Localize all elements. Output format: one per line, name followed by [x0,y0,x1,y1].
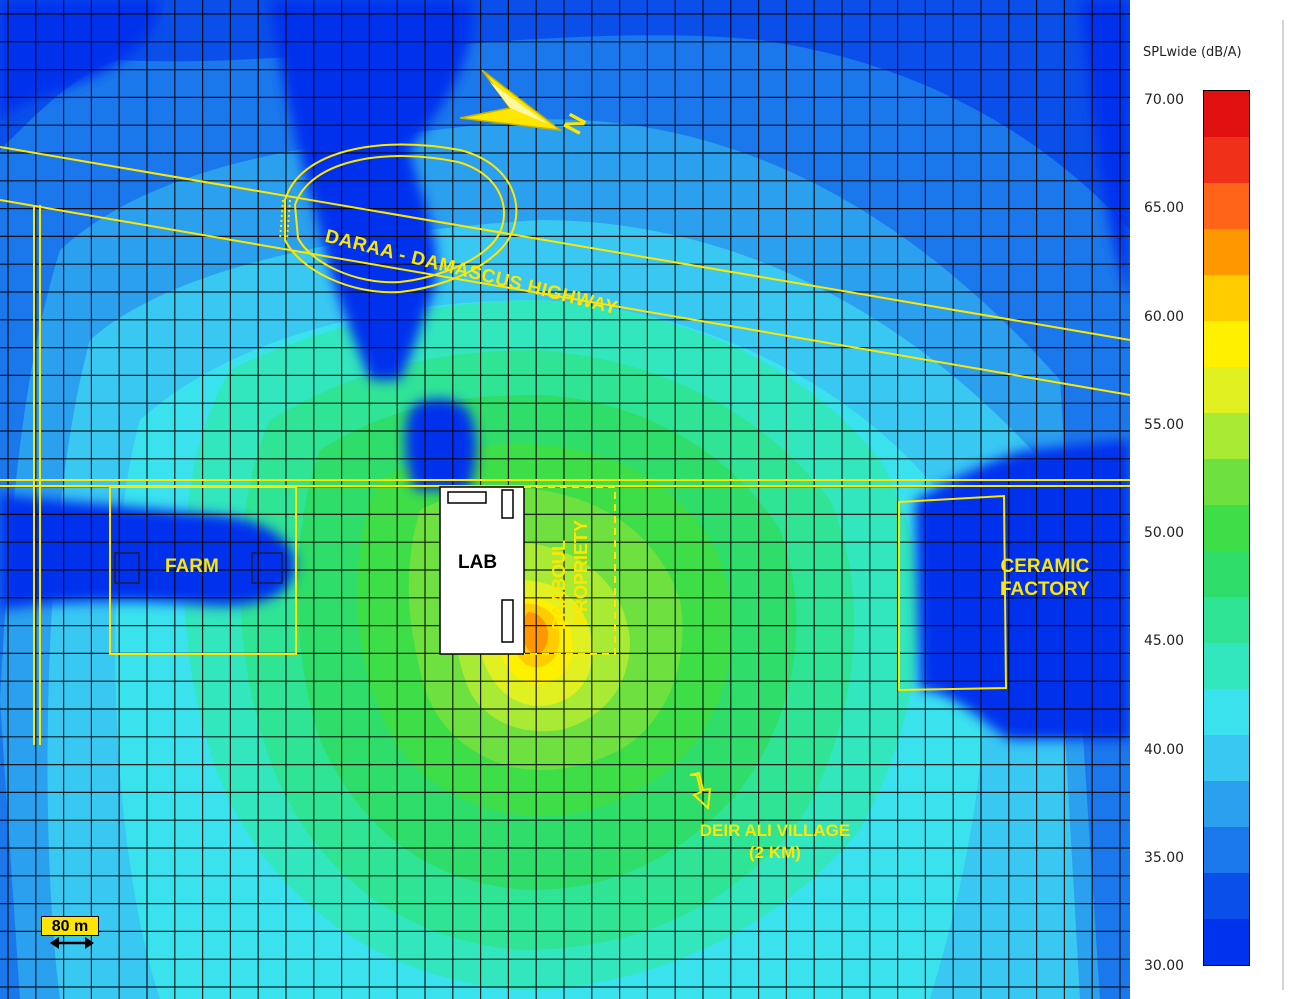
noise-contour-svg [0,0,1130,999]
contour-67db [522,612,549,654]
grid-lines [0,0,1130,999]
lab-block-1 [447,491,487,504]
noise-contours [0,0,1130,999]
noise-map: DARAA - DAMASCUS HIGHWAY N FARM LAB DAAB… [0,0,1130,999]
legend-tick-label: 35.00 [1144,849,1185,866]
quiet-zone-north [270,0,472,380]
lab-building [439,486,525,655]
property-label-line-2: PROPRIETY [571,519,591,624]
ceramic-factory-label: CERAMIC FACTORY [1000,555,1090,601]
scale-label: 80 m [41,916,99,936]
legend-title: SPLwide (dB/A) [1143,45,1242,60]
farm-label: FARM [165,556,219,577]
legend-tick-label: 50.00 [1144,525,1185,541]
deir-label-line-1: DEIR ALI VILLAGE [699,821,851,840]
legend-tick-label: 60.00 [1144,308,1185,325]
legend-tick-label: 30.00 [1144,958,1185,974]
ceramic-label-line-1: CERAMIC [1000,556,1090,577]
lab-label: LAB [458,552,498,573]
property-label: DAABOUL PROPRIETY [548,520,592,630]
legend-divider [1282,20,1284,990]
quiet-zone-farm [0,495,296,610]
legend-tick-label: 55.00 [1144,416,1185,433]
farm-building-right [251,552,283,584]
quiet-zone-northwest [0,0,160,120]
north-arrow [459,69,563,132]
farm-boundary [109,486,297,655]
legend-tick-label: 70.00 [1144,92,1185,108]
lab-block-3 [501,599,514,643]
legend-tick-label: 40.00 [1144,741,1185,758]
lab-block-2 [501,489,514,519]
down-arrow [689,771,712,811]
quiet-zone-lab-north [405,398,477,490]
farm-building-left [114,552,140,584]
legend-color-bar [1203,90,1250,966]
highway [0,143,1130,396]
legend-tick-label: 65.00 [1144,200,1185,217]
property-label-line-1: DAABOUL [549,540,569,630]
deir-ali-label: DEIR ALI VILLAGE (2 KM) [640,820,910,864]
legend-tick-label: 45.00 [1144,633,1185,650]
scale-arrow-icon [50,937,94,949]
property-boundary [524,486,616,655]
ceramic-label-line-2: FACTORY [1000,579,1090,600]
ceramic-boundary [898,494,1008,692]
deir-label-line-2: (2 KM) [749,843,801,862]
